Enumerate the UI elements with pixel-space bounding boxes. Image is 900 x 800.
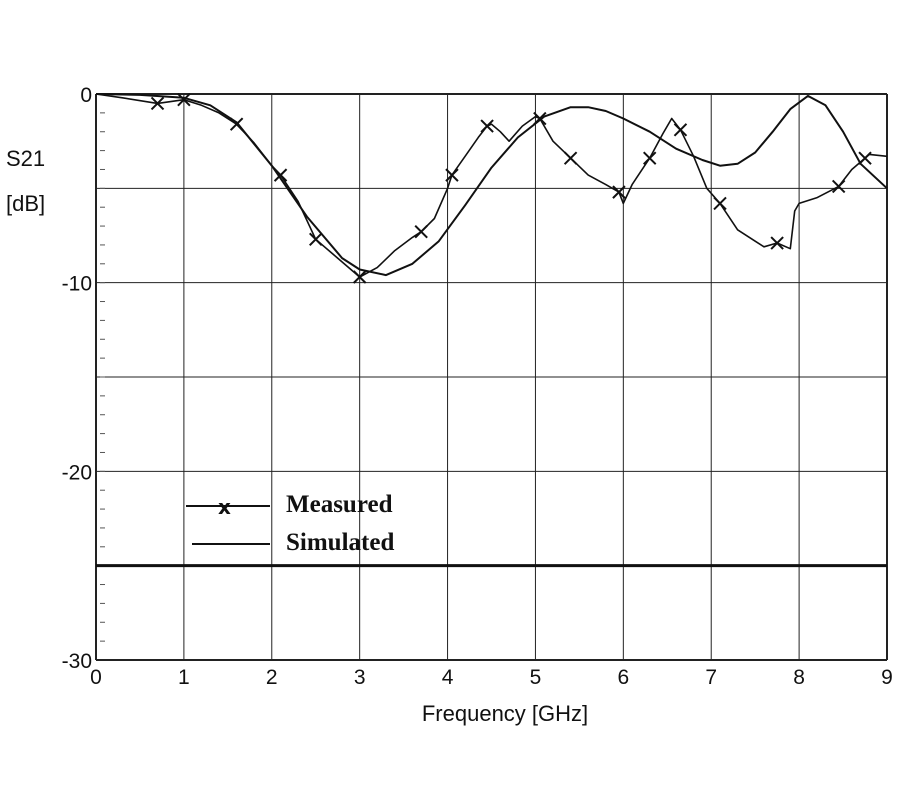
x-tick-label: 3 [354,666,366,689]
x-tick-label: 5 [530,666,542,689]
marker-stroke [713,196,727,211]
measured-marker [858,151,872,165]
measured-marker [533,111,547,126]
measured-markers [150,92,872,284]
marker-stroke [150,96,165,111]
x-tick-label: 4 [442,666,454,689]
marker-stroke [642,151,657,165]
measured-marker [770,236,784,250]
measured-marker [563,151,578,165]
measured-marker [612,185,626,199]
marker-stroke [673,123,688,137]
marker-stroke [273,168,288,182]
measured-marker [352,270,367,284]
y-axis-title-line1: S21 [6,146,45,171]
measured-marker [713,196,727,211]
y-tick-label: -30 [62,650,92,673]
x-tick-label: 7 [705,666,717,689]
measured-marker [414,225,428,239]
legend-measured-label: Measured [286,491,393,518]
marker-stroke [831,179,846,194]
measured-marker [229,117,244,131]
marker-stroke [445,168,459,182]
measured-marker [445,168,459,182]
marker-stroke [480,119,494,133]
y-tick-label: -20 [62,461,92,484]
marker-stroke [612,185,626,199]
marker-stroke [229,117,244,131]
tick-labels: 0 1 2 3 4 5 6 7 8 9 0 -10 -20 -30 [62,84,893,689]
measured-marker [831,179,846,194]
measured-marker [273,168,288,182]
measured-marker [309,232,323,246]
x-tick-label: 1 [178,666,190,689]
y-tick-label: 0 [80,84,92,107]
marker-stroke [177,92,191,107]
series-measured-line [95,93,888,278]
measured-marker [642,151,657,165]
marker-stroke [563,151,578,165]
marker-stroke [533,111,547,126]
marker-stroke [352,270,367,284]
measured-marker [480,119,494,133]
legend-simulated-label: Simulated [286,529,394,556]
x-tick-label: 6 [617,666,629,689]
grid [95,93,888,661]
measured-marker [177,92,191,107]
marker-stroke [414,225,428,239]
legend: x Measured Simulated [186,491,394,556]
x-tick-label: 9 [881,666,893,689]
x-tick-label: 2 [266,666,278,689]
legend-measured-marker: x [218,495,231,519]
marker-stroke [770,236,784,250]
x-axis-title: Frequency [GHz] [422,701,588,726]
x-tick-label: 8 [793,666,805,689]
series-layer [95,93,888,278]
series-simulated-line [95,93,888,277]
y-tick-label: -10 [62,273,92,296]
marker-stroke [858,151,872,165]
y-axis-title-line2: [dB] [6,191,45,216]
measured-marker [150,96,165,111]
measured-marker [673,123,688,137]
x-tick-label: 0 [90,666,102,689]
marker-stroke [309,232,323,246]
